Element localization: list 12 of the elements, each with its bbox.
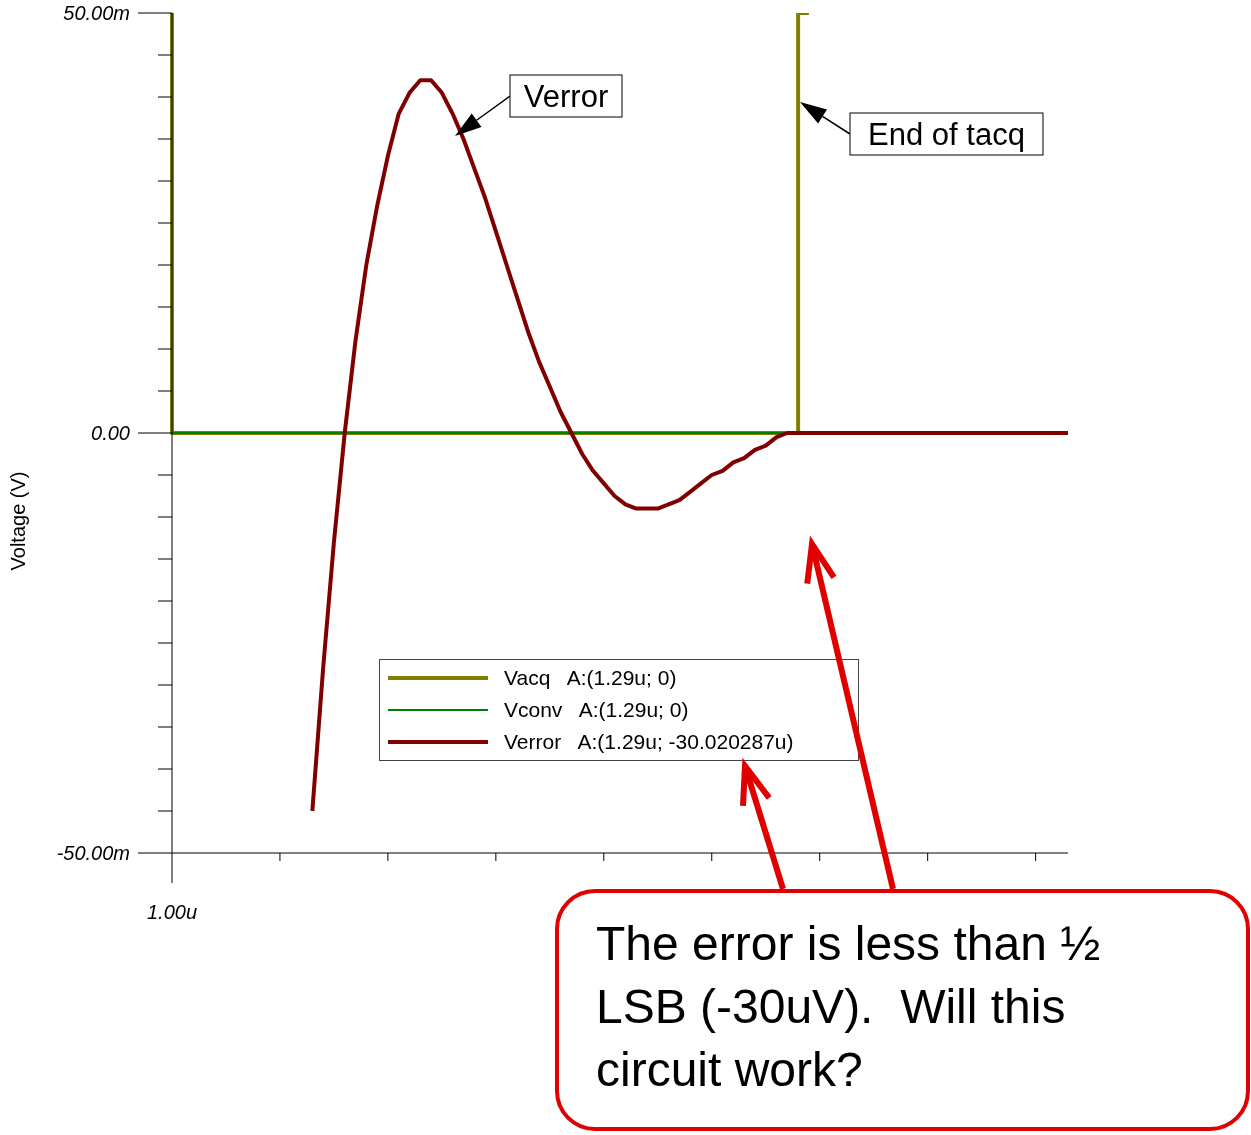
y-tick-label: 0.00 xyxy=(91,422,130,444)
legend-label: Vconv A:(1.29u; 0) xyxy=(504,698,689,722)
y-tick-label: -50.00m xyxy=(56,842,130,864)
text: The error is less than ½ LSB (-30uV). Will this circuit work? xyxy=(596,916,1102,1098)
y-axis-title: Voltage (V) xyxy=(6,471,30,571)
line-series xyxy=(310,78,1070,813)
legend-label: Vacq A:(1.29u; 0) xyxy=(504,666,677,690)
annotation: End of tacq xyxy=(868,117,1025,152)
x-tick-label: 1.00u xyxy=(146,901,198,923)
annotation: Verror xyxy=(523,79,609,114)
y-tick-label: 50.00m xyxy=(63,2,130,24)
legend-label: Verror A:(1.29u; -30.020287u) xyxy=(504,730,794,754)
